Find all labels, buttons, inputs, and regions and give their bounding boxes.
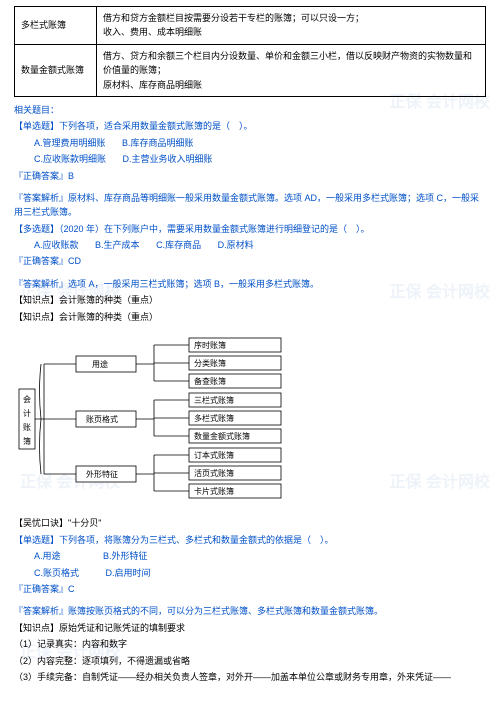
q2-answer: 『正确答案』CD xyxy=(14,254,486,268)
q-tag: 【单选题】 xyxy=(14,535,59,545)
mnemonic-text: "十分贝" xyxy=(68,518,101,528)
q2-explanation: 『答案解析』选项 A，一般采用三栏式账簿；选项 B，一般采用多栏式账簿。 xyxy=(14,277,486,291)
q-stem: 下列各项，将账簿分为三栏式、多栏式和数量金额式的依据是（ ）。 xyxy=(59,535,334,545)
kp-tag: 【知识点】 xyxy=(14,295,59,305)
q3-answer: 『正确答案』C xyxy=(14,582,486,596)
kp-text: 会计账簿的种类（重点） xyxy=(59,295,158,305)
kp-text: 原始凭证和记账凭证的填制要求 xyxy=(59,623,185,633)
row-desc: 借方和贷方金额栏目按需要分设若干专栏的账簿；可以只设一方； 收入、费用、成本明细… xyxy=(97,7,486,45)
mnemonic: 【吴忧口诀】"十分贝" xyxy=(14,516,486,530)
diagram-root: 会 xyxy=(23,394,31,404)
related-heading: 相关题目： xyxy=(14,103,486,117)
opt-d: D.主营业务收入明细账 xyxy=(123,152,213,166)
diagram-leaves-3: 订本式账簿 活页式账簿 卡片式账簿 xyxy=(136,448,281,498)
exp-text: 账簿按账页格式的不同，可以分为三栏式账簿、多栏式账簿和数量金额式账簿。 xyxy=(68,606,383,616)
opt-c: C.应收账款明细账 xyxy=(34,152,106,166)
diagram-branch-2: 账页格式 xyxy=(86,414,118,424)
diagram-leaves-1: 序时账簿 分类账簿 备查账簿 xyxy=(136,338,281,388)
exp-tag: 『答案解析』 xyxy=(14,606,68,616)
row-label: 多栏式账簿 xyxy=(15,7,97,45)
q3-options-row1: A.用途 B.外形特征 xyxy=(14,549,486,563)
ans-tag: 『正确答案』 xyxy=(14,256,68,266)
opt-d: D.原材料 xyxy=(218,238,254,252)
list-item-1: （1）记录真实：内容和数字 xyxy=(14,637,486,651)
svg-text:序时账簿: 序时账簿 xyxy=(194,340,226,350)
ans-val: CD xyxy=(68,256,81,266)
exp-tag: 『答案解析』 xyxy=(14,279,68,289)
q1-options-row1: A.管理费用明细账 B.库存商品明细账 xyxy=(14,136,486,150)
q-year: （2020 年） xyxy=(59,224,104,234)
svg-text:备查账簿: 备查账簿 xyxy=(194,376,226,386)
opt-d: D.启用时间 xyxy=(106,566,151,580)
svg-text:三栏式账簿: 三栏式账簿 xyxy=(194,395,234,405)
row-desc: 借方、贷方和余额三个栏目内分设数量、单价和金额三小栏，借以反映财产物资的实物数量… xyxy=(97,44,486,96)
table-row: 数量金额式账簿 借方、贷方和余额三个栏目内分设数量、单价和金额三小栏，借以反映财… xyxy=(15,44,486,96)
kp-tag: 【知识点】 xyxy=(14,623,59,633)
ledger-types-table: 多栏式账簿 借方和贷方金额栏目按需要分设若干专栏的账簿；可以只设一方； 收入、费… xyxy=(14,6,486,97)
question-3: 【单选题】下列各项，将账簿分为三栏式、多栏式和数量金额式的依据是（ ）。 xyxy=(14,533,486,547)
opt-a: A.用途 xyxy=(34,549,61,563)
ans-val: B xyxy=(68,171,74,181)
q1-explanation: 『答案解析』原材料、库存商品等明细账一般采用数量金额式账簿。选项 AD，一般采用… xyxy=(14,191,486,220)
ans-val: C xyxy=(68,584,75,594)
opt-b: B.外形特征 xyxy=(103,549,148,563)
kp-text: 会计账簿的种类（重点） xyxy=(59,312,158,322)
exp-tag: 『答案解析』 xyxy=(14,193,68,203)
opt-a: A.管理费用明细账 xyxy=(34,136,106,150)
list-item-2: （2）内容完整：逐项填列，不得遗漏或省略 xyxy=(14,654,486,668)
opt-c: C.账页格式 xyxy=(34,566,79,580)
q1-options-row2: C.应收账款明细账 D.主营业务收入明细账 xyxy=(14,152,486,166)
svg-text:簿: 簿 xyxy=(23,436,31,446)
knowledge-point-2: 【知识点】会计账簿的种类（重点） xyxy=(14,310,486,324)
exp-text: 选项 A，一般采用三栏式账簿；选项 B，一般采用多栏式账簿。 xyxy=(68,279,319,289)
q2-options: A.应收账款 B.生产成本 C.库存商品 D.原材料 xyxy=(14,238,486,252)
svg-text:订本式账簿: 订本式账簿 xyxy=(194,450,234,460)
svg-text:多栏式账簿: 多栏式账簿 xyxy=(194,413,234,423)
opt-c: C.库存商品 xyxy=(156,238,201,252)
q1-answer: 『正确答案』B xyxy=(14,169,486,183)
q-stem: 在下列账户中，需要采用数量金额式账簿进行明细登记的是（ ）。 xyxy=(104,224,370,234)
question-2: 【多选题】（2020 年）在下列账户中，需要采用数量金额式账簿进行明细登记的是（… xyxy=(14,222,486,236)
diagram-leaves-2: 三栏式账簿 多栏式账簿 数量金额式账簿 xyxy=(136,393,281,443)
mnemonic-tag: 【吴忧口诀】 xyxy=(14,518,68,528)
question-1: 【单选题】下列各项，适合采用数量金额式账簿的是（ ）。 xyxy=(14,119,486,133)
svg-text:计: 计 xyxy=(23,408,31,418)
q-tag: 【单选题】 xyxy=(14,121,59,131)
diagram-branch-3: 外形特征 xyxy=(86,469,118,479)
classification-diagram: .bx{fill:#fff;stroke:#000;stroke-width:0… xyxy=(14,334,364,504)
table-row: 多栏式账簿 借方和贷方金额栏目按需要分设若干专栏的账簿；可以只设一方； 收入、费… xyxy=(15,7,486,45)
opt-a: A.应收账款 xyxy=(34,238,79,252)
list-item-3: （3）手续完备：自制凭证——经办相关负责人签章，对外开——加盖本单位公章或财务专… xyxy=(14,670,486,684)
q-tag: 【多选题】 xyxy=(14,224,59,234)
ans-tag: 『正确答案』 xyxy=(14,584,68,594)
svg-text:活页式账簿: 活页式账簿 xyxy=(194,468,234,478)
svg-text:分类账簿: 分类账簿 xyxy=(194,358,226,368)
opt-b: B.库存商品明细账 xyxy=(122,136,194,150)
kp-tag: 【知识点】 xyxy=(14,312,59,322)
q-stem: 下列各项，适合采用数量金额式账簿的是（ ）。 xyxy=(59,121,253,131)
diagram-branch-1: 用途 xyxy=(92,359,108,369)
knowledge-point-1: 【知识点】会计账簿的种类（重点） xyxy=(14,293,486,307)
svg-text:账: 账 xyxy=(23,423,31,432)
row-label: 数量金额式账簿 xyxy=(15,44,97,96)
q3-explanation: 『答案解析』账簿按账页格式的不同，可以分为三栏式账簿、多栏式账簿和数量金额式账簿… xyxy=(14,604,486,618)
svg-text:数量金额式账簿: 数量金额式账簿 xyxy=(194,431,250,441)
ans-tag: 『正确答案』 xyxy=(14,171,68,181)
opt-b: B.生产成本 xyxy=(95,238,140,252)
q3-options-row2: C.账页格式 D.启用时间 xyxy=(14,566,486,580)
svg-text:卡片式账簿: 卡片式账簿 xyxy=(194,486,234,496)
exp-text: 原材料、库存商品等明细账一般采用数量金额式账簿。选项 AD，一般采用多栏式账簿；… xyxy=(14,193,479,217)
knowledge-point-3: 【知识点】原始凭证和记账凭证的填制要求 xyxy=(14,621,486,635)
